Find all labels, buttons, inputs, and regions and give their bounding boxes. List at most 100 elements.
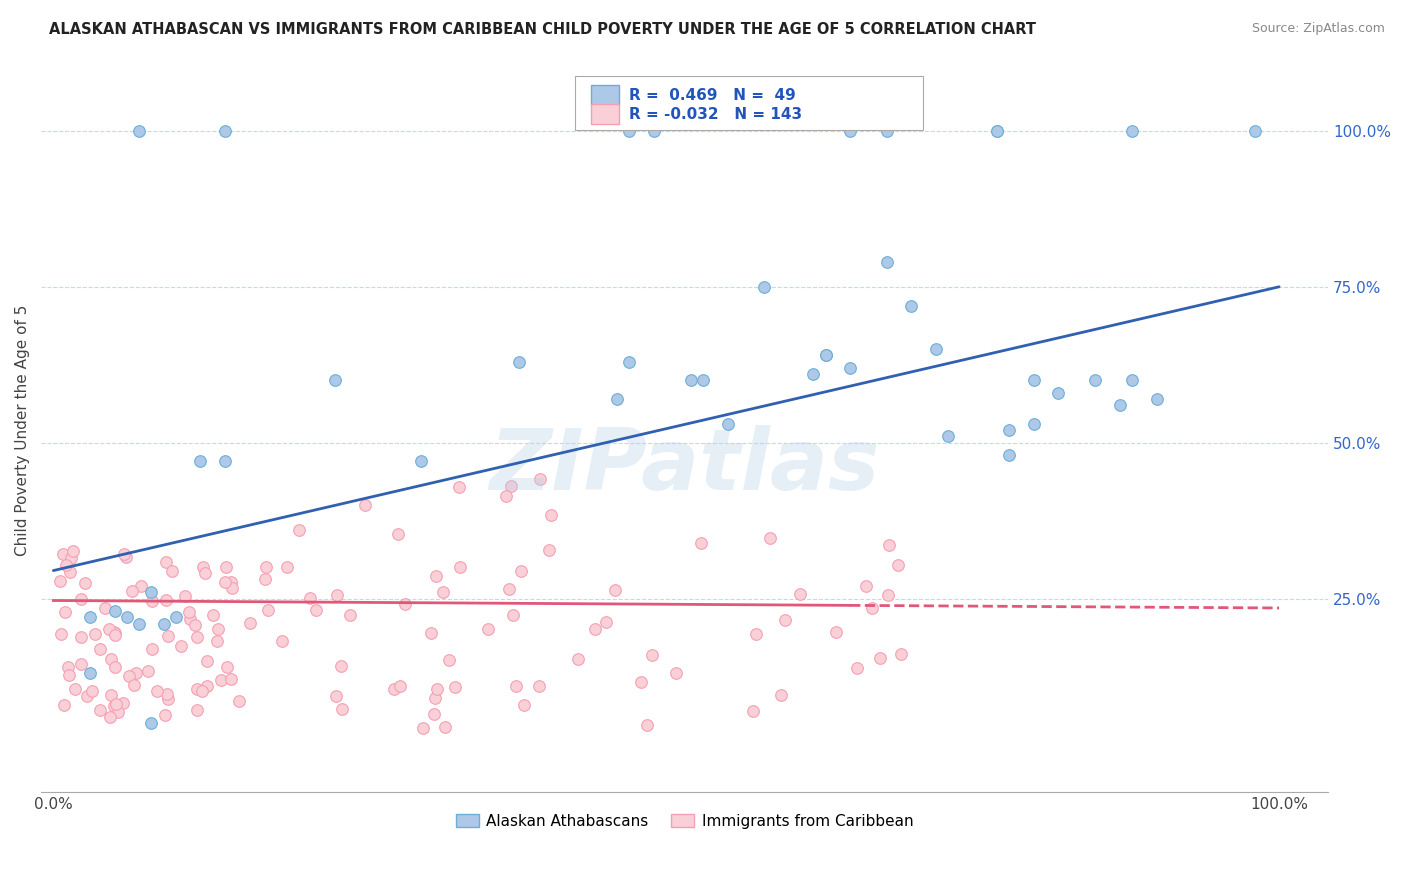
Point <box>354 498 377 512</box>
Point <box>128 124 150 138</box>
Point <box>84 626 107 640</box>
Point <box>209 673 232 687</box>
Point <box>925 342 948 356</box>
Point <box>253 572 276 586</box>
Point <box>325 689 347 703</box>
Point <box>502 608 524 623</box>
Point <box>339 608 361 623</box>
Point <box>207 622 229 636</box>
Point <box>845 661 868 675</box>
Point <box>437 653 460 667</box>
Point <box>879 538 901 552</box>
Point <box>59 565 82 579</box>
Point <box>716 417 738 431</box>
Point <box>998 423 1021 437</box>
Point <box>501 479 523 493</box>
Point <box>876 124 898 138</box>
Point <box>299 591 322 605</box>
Bar <box>591 85 619 105</box>
Point <box>69 657 91 672</box>
Point <box>141 716 163 731</box>
Point <box>636 718 658 732</box>
Point <box>76 689 98 703</box>
Point <box>107 705 129 719</box>
Point <box>156 629 179 643</box>
Point <box>165 610 187 624</box>
Point <box>540 508 562 523</box>
Point <box>94 600 117 615</box>
Point <box>122 677 145 691</box>
Point <box>70 630 93 644</box>
Point <box>191 560 214 574</box>
Point <box>179 612 201 626</box>
Point <box>239 615 262 630</box>
Point <box>330 659 353 673</box>
Point <box>323 373 346 387</box>
Point <box>409 454 432 468</box>
Point <box>53 605 76 619</box>
Point <box>433 720 456 734</box>
Point <box>825 625 848 640</box>
Text: Source: ZipAtlas.com: Source: ZipAtlas.com <box>1251 22 1385 36</box>
Point <box>49 627 72 641</box>
Point <box>420 625 443 640</box>
Point <box>104 625 127 640</box>
Point <box>387 527 409 541</box>
Point <box>186 630 208 644</box>
Point <box>887 558 910 572</box>
FancyBboxPatch shape <box>575 76 922 130</box>
Point <box>141 585 163 599</box>
Point <box>217 660 239 674</box>
Point <box>58 667 80 681</box>
Point <box>157 692 180 706</box>
Point <box>129 579 152 593</box>
Point <box>1022 417 1045 431</box>
Point <box>529 679 551 693</box>
Point <box>190 454 212 468</box>
Point <box>423 707 446 722</box>
Point <box>505 679 527 693</box>
Point <box>214 454 236 468</box>
Point <box>1022 373 1045 387</box>
Point <box>98 622 121 636</box>
Point <box>869 651 891 665</box>
Point <box>855 579 877 593</box>
Point <box>105 697 128 711</box>
Point <box>326 588 349 602</box>
Point <box>156 687 179 701</box>
Point <box>477 622 499 636</box>
Point <box>145 684 167 698</box>
Point <box>125 665 148 680</box>
Point <box>79 610 101 624</box>
Point <box>513 698 536 712</box>
Point <box>606 392 628 406</box>
Point <box>839 124 862 138</box>
Point <box>141 593 163 607</box>
Point <box>495 489 517 503</box>
Point <box>62 544 84 558</box>
Point <box>692 373 714 387</box>
Point <box>759 531 782 545</box>
Point <box>195 654 218 668</box>
Point <box>104 659 127 673</box>
Point <box>643 124 665 138</box>
Point <box>228 693 250 707</box>
Point <box>219 575 242 590</box>
Point <box>141 641 163 656</box>
Point <box>179 605 201 619</box>
Point <box>876 255 898 269</box>
Point <box>745 627 768 641</box>
Point <box>742 704 765 718</box>
Point <box>49 574 72 588</box>
Point <box>508 354 530 368</box>
Point <box>155 592 177 607</box>
Point <box>900 298 922 312</box>
Point <box>382 681 405 696</box>
Point <box>174 589 197 603</box>
Point <box>221 581 243 595</box>
Point <box>254 560 277 574</box>
Point <box>998 448 1021 462</box>
Point <box>936 429 959 443</box>
Point <box>56 659 79 673</box>
Text: ZIPatlas: ZIPatlas <box>489 425 880 508</box>
